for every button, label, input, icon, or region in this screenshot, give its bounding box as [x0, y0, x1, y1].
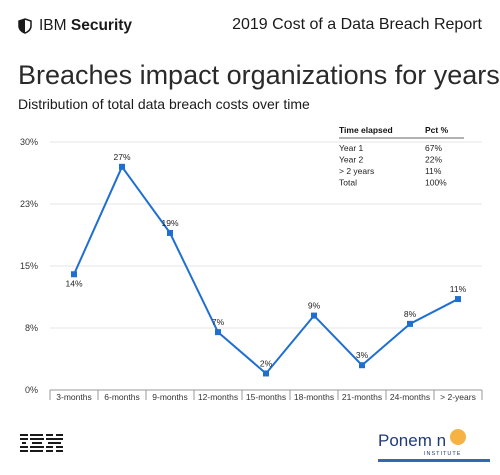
- data-point: [455, 296, 461, 303]
- y-tick-label: 15%: [20, 261, 38, 271]
- table-cell: 11%: [425, 166, 442, 176]
- data-point: [71, 271, 77, 278]
- y-tick-label: 0%: [25, 385, 38, 395]
- x-tick-label: 9-months: [152, 392, 187, 402]
- data-label: 27%: [113, 152, 130, 162]
- table-header: Pct %: [425, 125, 449, 135]
- table-header: Time elapsed: [339, 125, 393, 135]
- y-tick-label: 30%: [20, 137, 38, 147]
- chart-title: Breaches impact organizations for years: [18, 60, 500, 90]
- ibm-logo: [20, 434, 63, 452]
- table-cell: Year 1: [339, 143, 364, 153]
- data-point: [407, 320, 413, 327]
- series-line: [73, 164, 459, 375]
- x-tick-label: 18-months: [294, 392, 334, 402]
- y-tick-label: 8%: [25, 323, 38, 333]
- ponemon-name: Ponem n: [378, 431, 447, 450]
- x-tick-label: > 2-years: [440, 392, 476, 402]
- brand-name: IBM Security: [39, 17, 132, 35]
- data-point: [215, 329, 221, 336]
- shield-icon: [18, 18, 32, 34]
- data-label: 9%: [308, 301, 321, 311]
- data-point: [119, 163, 125, 170]
- x-tick-label: 24-months: [390, 392, 430, 402]
- ponemon-bar: [378, 459, 490, 462]
- chart-subtitle: Distribution of total data breach costs …: [18, 96, 310, 112]
- ponemon-logo: Ponem n INSTITUTE: [378, 429, 490, 465]
- data-label: 7%: [212, 317, 225, 327]
- data-point: [311, 312, 317, 319]
- report-title: 2019 Cost of a Data Breach Report: [232, 16, 482, 33]
- x-tick-label: 15-months: [246, 392, 286, 402]
- data-point: [167, 229, 173, 236]
- table-cell: Total: [339, 178, 357, 188]
- data-point: [263, 370, 269, 377]
- data-label: 14%: [65, 278, 82, 288]
- x-tick-label: 12-months: [198, 392, 238, 402]
- data-label: 11%: [450, 284, 467, 294]
- table-cell: Year 2: [339, 155, 364, 165]
- ponemon-institute: INSTITUTE: [424, 451, 462, 457]
- x-tick-label: 3-months: [56, 392, 91, 402]
- ponemon-dot: [450, 429, 466, 445]
- y-tick-label: 23%: [20, 199, 38, 209]
- table-cell: > 2 years: [339, 166, 374, 176]
- brand-bold: Security: [70, 17, 133, 34]
- data-label: 3%: [356, 350, 369, 360]
- data-label: 8%: [404, 309, 417, 319]
- data-label: 2%: [260, 358, 273, 368]
- header: IBM Security 2019 Cost of a Data Breach …: [0, 0, 500, 50]
- x-tick-label: 6-months: [104, 392, 139, 402]
- table-cell: 22%: [425, 155, 442, 165]
- brand-prefix: IBM: [39, 17, 67, 34]
- data-label: 19%: [161, 218, 178, 228]
- table-cell: 100%: [425, 178, 447, 188]
- data-point: [359, 362, 365, 369]
- table-cell: 67%: [425, 143, 442, 153]
- x-tick-label: 21-months: [342, 392, 382, 402]
